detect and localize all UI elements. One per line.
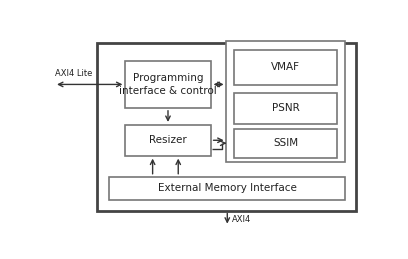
Text: External Memory Interface: External Memory Interface: [158, 183, 297, 193]
Bar: [125, 61, 211, 108]
Bar: [97, 43, 356, 211]
Bar: [234, 50, 337, 85]
Bar: [234, 129, 337, 158]
Bar: [125, 125, 211, 156]
Text: Resizer: Resizer: [149, 135, 187, 145]
Text: VMAF: VMAF: [271, 62, 300, 73]
Text: SSIM: SSIM: [273, 138, 298, 148]
Text: Programming
interface & control: Programming interface & control: [119, 73, 217, 96]
Text: PSNR: PSNR: [272, 103, 299, 113]
Text: AXI4 Lite: AXI4 Lite: [55, 69, 93, 78]
Bar: [109, 177, 345, 200]
Text: AXI4: AXI4: [232, 215, 251, 224]
Bar: [226, 41, 345, 162]
Bar: [234, 93, 337, 124]
